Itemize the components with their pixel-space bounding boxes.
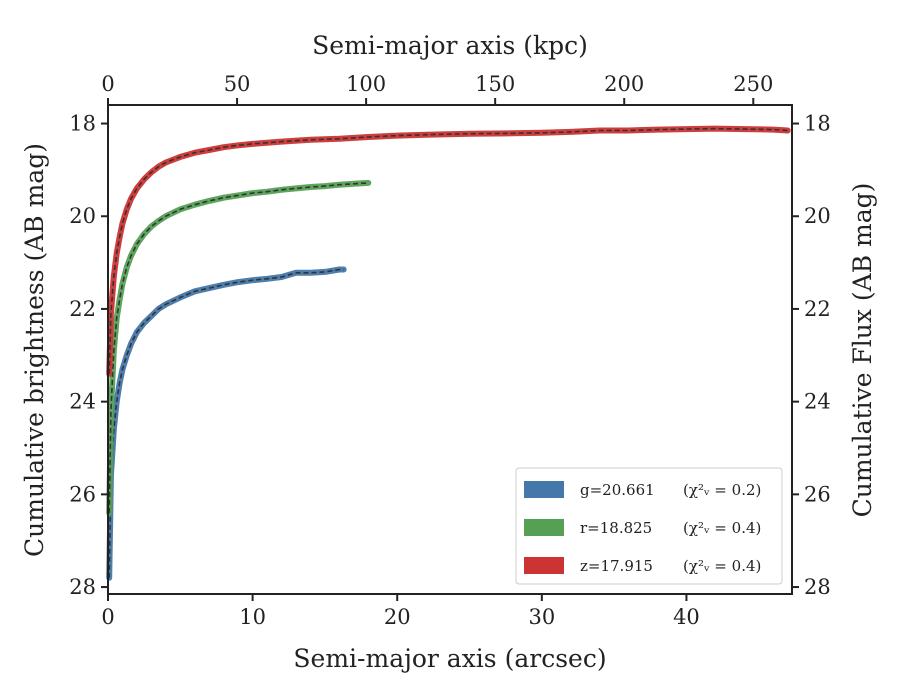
y2-tick-label: 18	[804, 112, 831, 136]
plot-frame	[107, 104, 793, 595]
x2-tick-label: 0	[101, 72, 114, 96]
x2-tick-label: 100	[346, 72, 386, 96]
ticks-layer: 0 10 20 30 40 0 50 100 150 200 250 18 18 20 20 22 22 24 24…	[69, 72, 830, 629]
x-tick-label: 40	[673, 605, 700, 629]
y2-tick-label: 26	[804, 482, 831, 506]
x2-tick-label: 150	[475, 72, 515, 96]
legend-label-z: z=17.915	[580, 557, 653, 575]
x-tick-label: 20	[384, 605, 411, 629]
legend: g=20.661 (χ²ᵥ = 0.2) r=18.825 (χ²ᵥ = 0.4) z=…	[515, 467, 783, 585]
series-model-line-z	[108, 127, 788, 374]
y2-tick-label: 20	[804, 204, 831, 228]
y2-tick-label: 22	[804, 297, 831, 321]
series-model-line-r	[108, 182, 369, 513]
legend-chi2-g: (χ²ᵥ = 0.2)	[683, 481, 761, 499]
legend-swatch-z	[524, 557, 564, 574]
y-tick-label: 24	[69, 390, 96, 414]
y2-tick-label: 24	[804, 390, 831, 414]
series-layer	[106, 125, 791, 581]
legend-box	[515, 467, 783, 585]
legend-label-g: g=20.661	[580, 481, 655, 499]
legend-swatch-r	[524, 519, 564, 536]
x2-tick-label: 200	[604, 72, 644, 96]
legend-chi2-z: (χ²ᵥ = 0.4)	[683, 557, 761, 575]
y-tick-label: 28	[69, 575, 96, 599]
series-band-r	[106, 179, 372, 516]
y2-tick-label: 28	[804, 575, 831, 599]
series-band-z	[106, 125, 791, 377]
x-tick-label: 10	[239, 605, 266, 629]
y-tick-label: 22	[69, 297, 96, 321]
series-model-line-g	[108, 268, 344, 578]
legend-chi2-r: (χ²ᵥ = 0.4)	[683, 519, 761, 537]
x2-axis-title: Semi-major axis (kpc)	[312, 31, 588, 60]
y-axis-title: Cumulative brightness (AB mag)	[20, 143, 49, 557]
y2-axis-title: Cumulative Flux (AB mag)	[848, 183, 877, 518]
legend-label-r: r=18.825	[580, 519, 652, 537]
y-tick-label: 26	[69, 482, 96, 506]
x-tick-label: 30	[528, 605, 555, 629]
x2-tick-label: 250	[733, 72, 773, 96]
y-tick-label: 18	[69, 112, 96, 136]
y-tick-label: 20	[69, 204, 96, 228]
series-band-g	[106, 266, 347, 581]
x2-tick-label: 50	[224, 72, 251, 96]
legend-swatch-g	[524, 481, 564, 498]
x-tick-label: 0	[101, 605, 114, 629]
x-axis-title: Semi-major axis (arcsec)	[293, 644, 606, 673]
